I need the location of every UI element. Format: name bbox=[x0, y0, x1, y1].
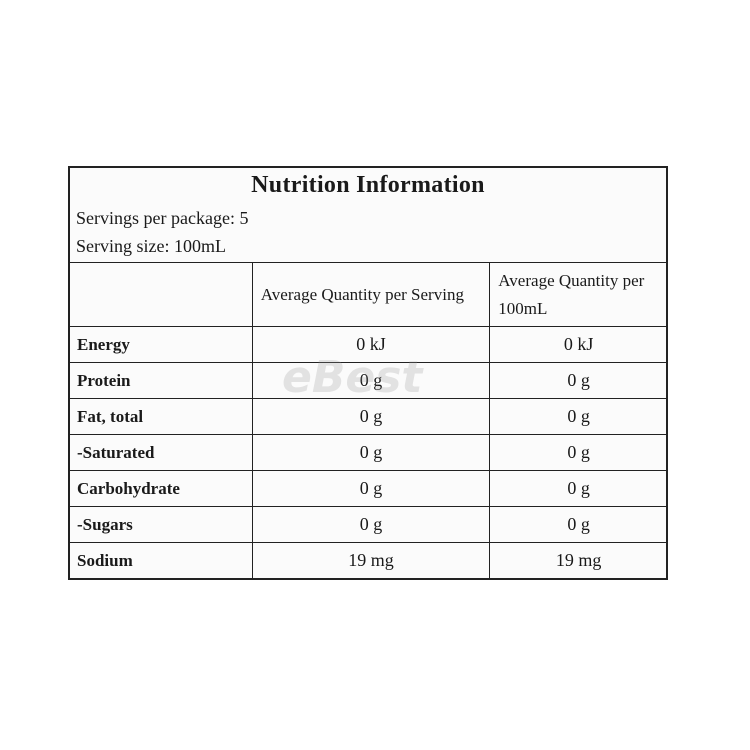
table-body: Average Quantity per Serving Average Qua… bbox=[68, 262, 668, 579]
nutrient-value: 0 g bbox=[251, 398, 491, 435]
header-cell: Average Quantity per Serving bbox=[251, 262, 491, 327]
nutrient-value: 0 kJ bbox=[251, 326, 491, 363]
nutrient-name: Carbohydrate bbox=[68, 470, 253, 507]
servings-per-package: Servings per package: 5 bbox=[76, 208, 249, 228]
serving-size: Serving size: 100mL bbox=[76, 236, 226, 256]
nutrition-table: Average Quantity per Serving Average Qua… bbox=[68, 262, 668, 579]
nutrient-row: Sodium 19 mg 19 mg bbox=[68, 542, 668, 579]
nutrient-value: 0 g bbox=[251, 506, 491, 543]
nutrient-name: Fat, total bbox=[68, 398, 253, 435]
nutrient-value: 0 g bbox=[489, 506, 668, 543]
header-cell: Average Quantity per 100mL bbox=[489, 262, 668, 327]
nutrient-value: 19 mg bbox=[489, 542, 668, 579]
nutrient-value: 19 mg bbox=[251, 542, 491, 579]
nutrient-name: -Sugars bbox=[68, 506, 253, 543]
nutrition-label: Nutrition Information Servings per packa… bbox=[68, 166, 668, 580]
nutrient-value: 0 g bbox=[251, 470, 491, 507]
nutrient-value: 0 g bbox=[489, 398, 668, 435]
label-title: Nutrition Information bbox=[251, 172, 485, 198]
nutrient-value: 0 g bbox=[489, 470, 668, 507]
header-row: Average Quantity per Serving Average Qua… bbox=[68, 262, 668, 327]
nutrient-name: -Saturated bbox=[68, 434, 253, 471]
header-cell bbox=[68, 262, 253, 327]
nutrient-value: 0 g bbox=[489, 362, 668, 399]
nutrient-value: 0 g bbox=[251, 434, 491, 471]
nutrient-value: 0 kJ bbox=[489, 326, 668, 363]
watermark: eBest bbox=[282, 352, 423, 403]
nutrient-name: Sodium bbox=[68, 542, 253, 579]
nutrient-name: Energy bbox=[68, 326, 253, 363]
nutrient-name: Protein bbox=[68, 362, 253, 399]
nutrient-value: 0 g bbox=[489, 434, 668, 471]
nutrient-row: Energy 0 kJ 0 kJ bbox=[68, 326, 668, 363]
